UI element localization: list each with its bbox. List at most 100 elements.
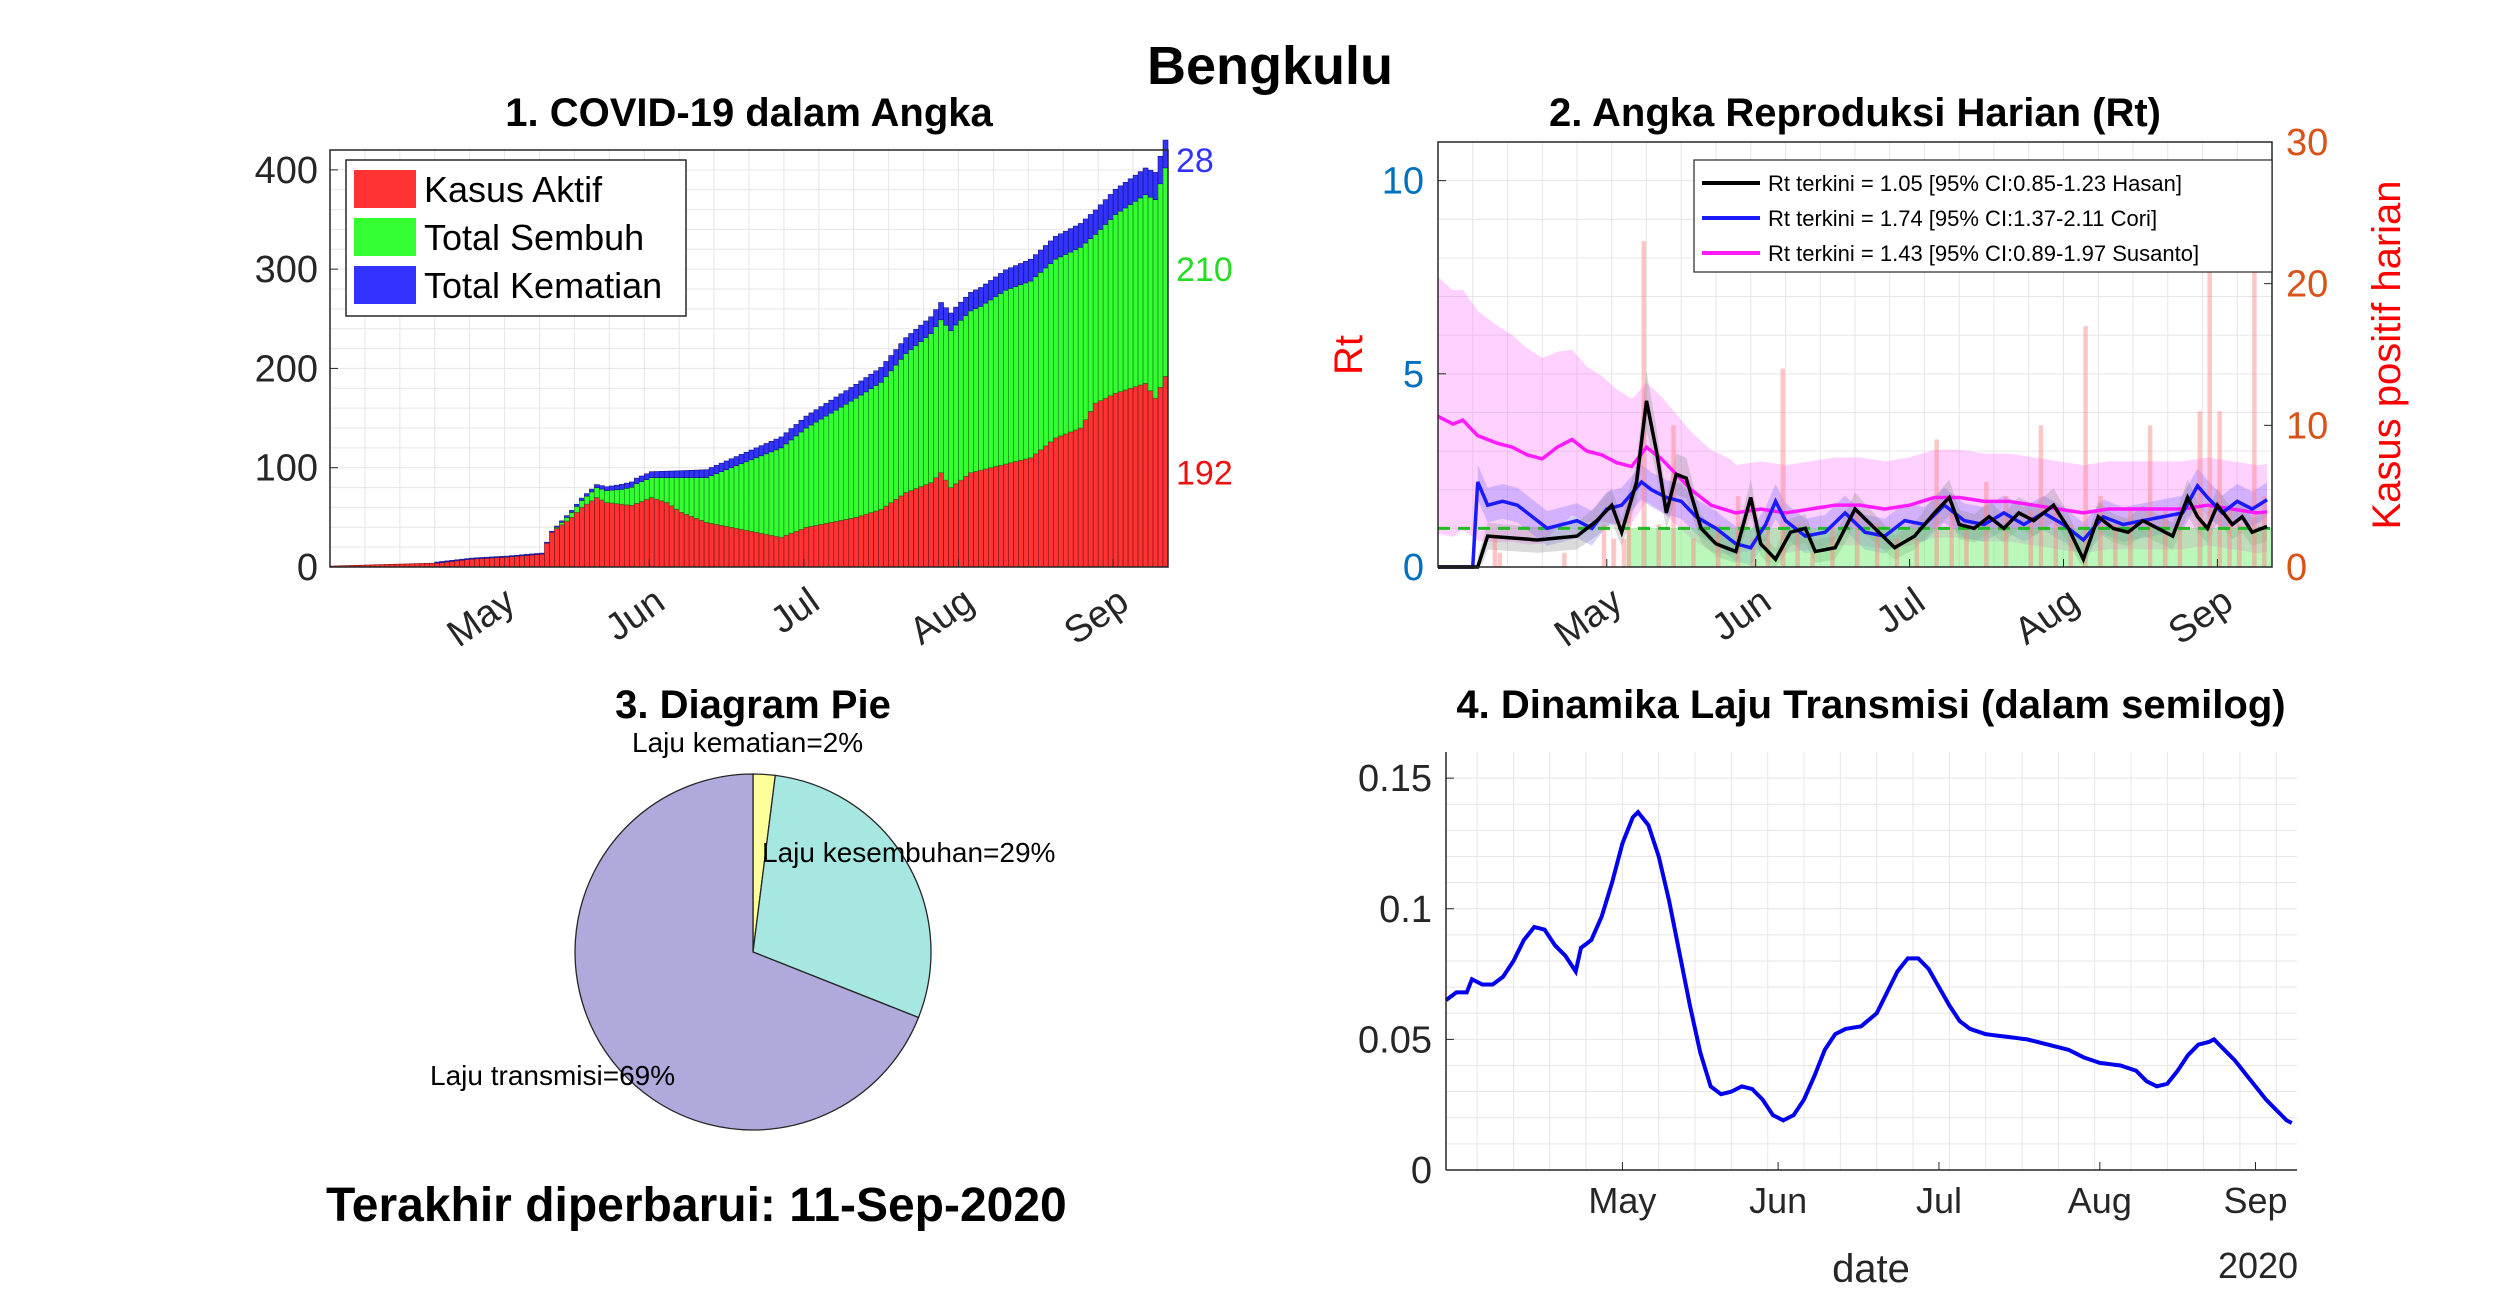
bar-daily-case [1562,552,1567,567]
bar-kasus-aktif [668,505,675,568]
bar-total-sembuh [1003,289,1009,465]
bar-total-sembuh [808,424,815,527]
bar-below-threshold [1944,528,1950,567]
bar-total-sembuh [604,490,610,503]
bar-daily-case [1497,552,1503,567]
bar-below-threshold [1859,528,1865,567]
bar-below-threshold [2142,528,2148,567]
bar-total-sembuh [1137,197,1144,386]
bar-kasus-aktif [743,529,750,568]
bar-total-sembuh [1013,286,1019,462]
bar-kasus-aktif [1157,386,1164,568]
x-secondary-label: 2020 [2218,1245,2298,1286]
bar-total-sembuh [594,487,600,498]
bar-total-sembuh [1112,214,1119,394]
bar-below-threshold [1869,528,1875,567]
bar-daily-case [2128,510,2133,567]
bar-kasus-aktif [1038,449,1044,568]
bar-below-threshold [2058,528,2064,567]
bar-kasus-aktif [1132,386,1139,568]
bar-total-kematian [1157,155,1164,185]
bar-daily-case [2227,510,2232,567]
bar-total-kematian [853,384,860,399]
y-tick-label: 400 [255,150,318,192]
bar-below-threshold [2033,528,2039,567]
bar-kasus-aktif [564,520,570,568]
bar-total-kematian [524,554,530,556]
bar-kasus-aktif [663,502,670,568]
bar-total-kematian [733,456,740,467]
bar-kasus-aktif [544,542,550,568]
bar-kasus-aktif [1023,458,1029,568]
bar-total-kematian [833,396,840,411]
bar-total-kematian [783,432,790,445]
end-label-kematian: 28 [1176,142,1214,180]
bar-total-kematian [628,481,635,488]
bar-total-kematian [858,380,865,396]
bar-total-kematian [1122,182,1129,209]
bar-kasus-aktif [788,532,795,568]
bar-below-threshold [1636,528,1642,567]
bar-below-threshold [1785,528,1791,567]
bar-total-kematian [808,412,815,426]
bar-daily-case [2217,411,2222,567]
bar-total-kematian [1003,269,1009,291]
bar-total-kematian [619,484,625,490]
bar-total-kematian [544,541,550,544]
bar-below-threshold [1730,528,1736,567]
bar-kasus-aktif [509,556,515,568]
bar-kasus-aktif [1028,457,1034,568]
bar-total-kematian [868,373,875,389]
bar-kasus-aktif [599,499,605,568]
bar-total-kematian [708,467,715,476]
bar-total-sembuh [838,406,845,521]
bar-below-threshold [2212,528,2218,567]
bar-total-kematian [713,465,720,474]
legend-label: Rt terkini = 1.74 [95% CI:1.37-2.11 Cori… [1768,206,2157,231]
bar-daily-case [2038,425,2044,567]
bar-total-kematian [798,419,805,433]
bar-total-kematian [973,289,979,309]
bar-total-sembuh [998,293,1004,466]
y-tick-label: 10 [1382,161,1424,203]
bar-total-kematian [1147,169,1154,198]
bar-kasus-aktif [1147,390,1154,568]
bar-total-kematian [484,556,490,559]
x-tick-label: Sep [2161,580,2240,653]
bar-below-threshold [2257,528,2263,567]
bar-kasus-aktif [718,524,725,568]
bar-kasus-aktif [993,466,999,568]
bar-kasus-aktif [723,525,730,568]
bar-total-kematian [569,510,575,513]
bar-below-threshold [2068,528,2074,567]
bar-total-sembuh [858,394,865,517]
bar-kasus-aktif [733,527,740,568]
bar-total-sembuh [584,495,590,505]
panel-covid-numbers: 1. COVID-19 dalam Angka 0 100 200 300 400 May J… [255,91,1233,656]
bar-below-threshold [2137,528,2143,567]
bar-total-kematian [723,460,730,471]
chart-title: 2. Angka Reproduksi Harian (Rt) [1549,91,2161,135]
bar-total-sembuh [569,512,575,518]
bar-total-sembuh [878,382,884,510]
bar-daily-case [1795,524,1800,567]
bar-total-kematian [1057,233,1064,258]
bar-kasus-aktif [1067,431,1074,568]
bar-below-threshold [2232,528,2238,567]
bar-total-sembuh [673,477,680,510]
bar-below-threshold [1696,528,1702,567]
bar-below-threshold [1701,528,1707,567]
bar-kasus-aktif [913,488,919,568]
bar-total-kematian [793,424,800,437]
bar-below-threshold [2217,528,2223,567]
bar-total-kematian [813,409,820,423]
bar-total-sembuh [813,421,820,526]
bar-total-sembuh [663,477,670,503]
bar-total-kematian [1152,172,1159,200]
bar-below-threshold [2103,528,2109,567]
bar-total-sembuh [973,308,979,472]
bar-below-threshold [2247,528,2253,567]
bar-below-threshold [1626,528,1632,567]
bar-total-sembuh [793,435,800,532]
bar-total-sembuh [1132,200,1139,387]
